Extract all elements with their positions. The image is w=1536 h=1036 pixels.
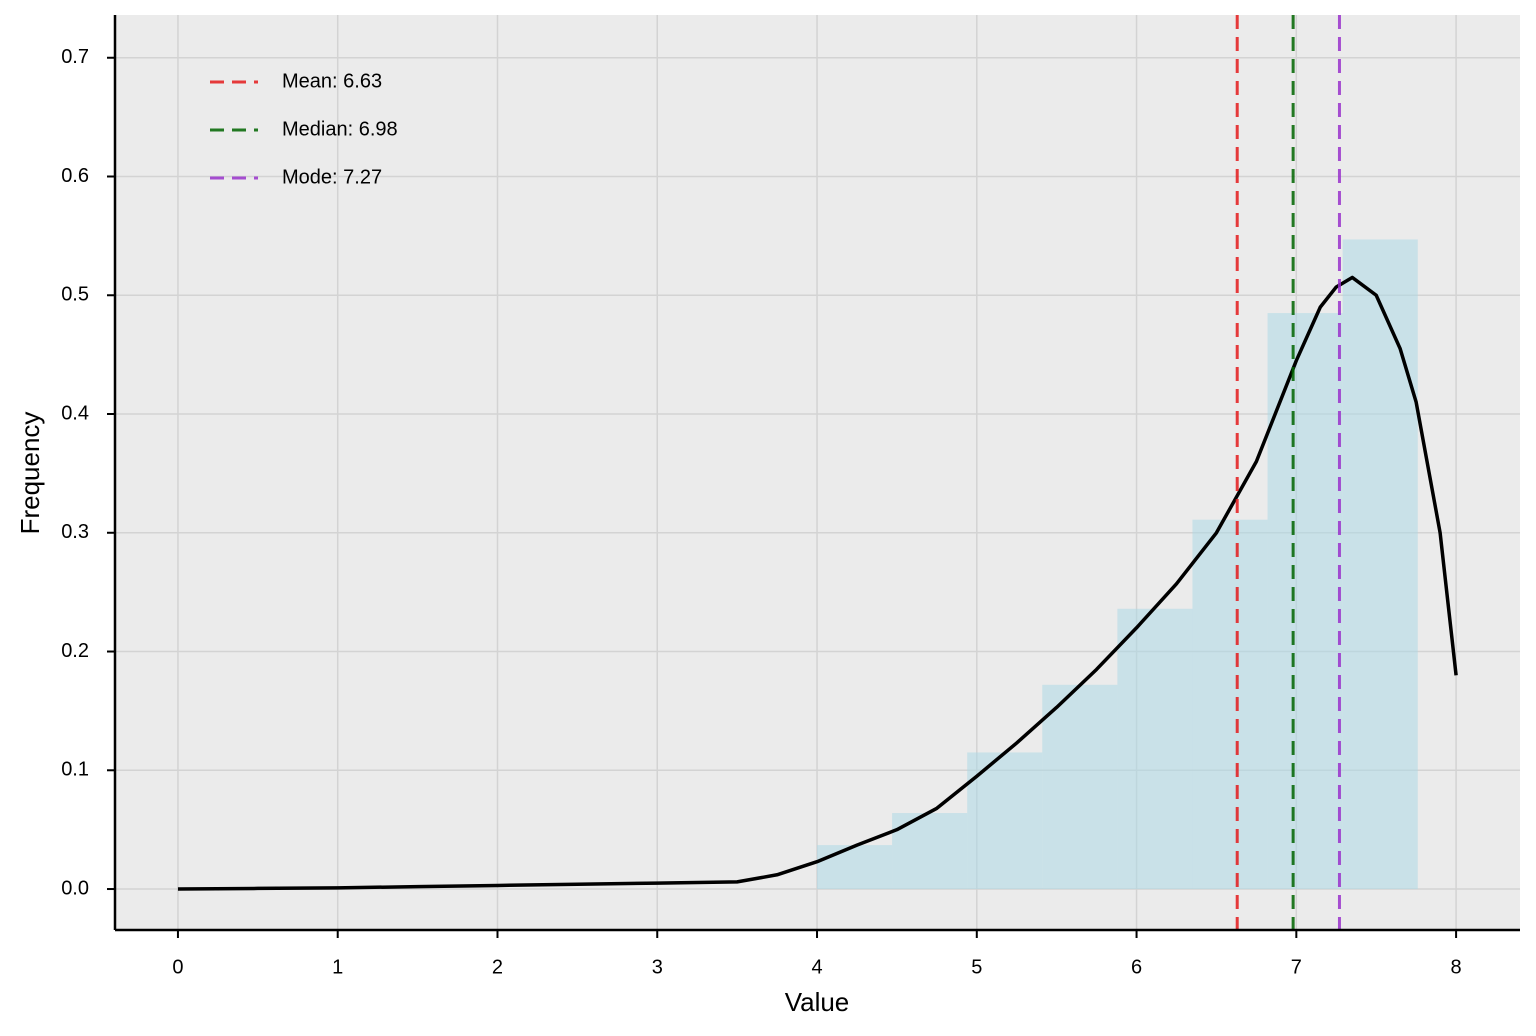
- x-tick-label: 1: [332, 956, 343, 978]
- histogram-bar: [1042, 684, 1118, 890]
- y-tick-label: 0.7: [61, 46, 89, 68]
- y-tick-label: 0.2: [61, 640, 89, 662]
- y-tick-label: 0.5: [61, 284, 89, 306]
- legend-label: Mode: 7.27: [282, 166, 382, 188]
- x-tick-label: 6: [1131, 956, 1142, 978]
- x-tick-label: 8: [1451, 956, 1462, 978]
- histogram-bar: [1192, 519, 1268, 890]
- x-tick-label: 3: [652, 956, 663, 978]
- histogram-bar: [1342, 239, 1418, 890]
- x-tick-label: 5: [971, 956, 982, 978]
- x-axis-title: Value: [785, 987, 850, 1017]
- histogram-bar: [1267, 313, 1343, 890]
- legend-label: Mean: 6.63: [282, 70, 382, 92]
- y-tick-label: 0.4: [61, 402, 89, 424]
- y-tick-label: 0.0: [61, 877, 89, 899]
- y-axis-title: Frequency: [15, 412, 45, 535]
- x-tick-label: 2: [492, 956, 503, 978]
- y-tick-label: 0.6: [61, 165, 89, 187]
- x-tick-label: 7: [1291, 956, 1302, 978]
- histogram-bar: [817, 845, 893, 890]
- y-tick-label: 0.3: [61, 521, 89, 543]
- x-tick-label: 0: [172, 956, 183, 978]
- x-tick-label: 4: [811, 956, 822, 978]
- histogram-bar: [1117, 608, 1193, 890]
- legend-label: Median: 6.98: [282, 118, 398, 140]
- density-curve: [177, 275, 1458, 891]
- y-tick-label: 0.1: [61, 759, 89, 781]
